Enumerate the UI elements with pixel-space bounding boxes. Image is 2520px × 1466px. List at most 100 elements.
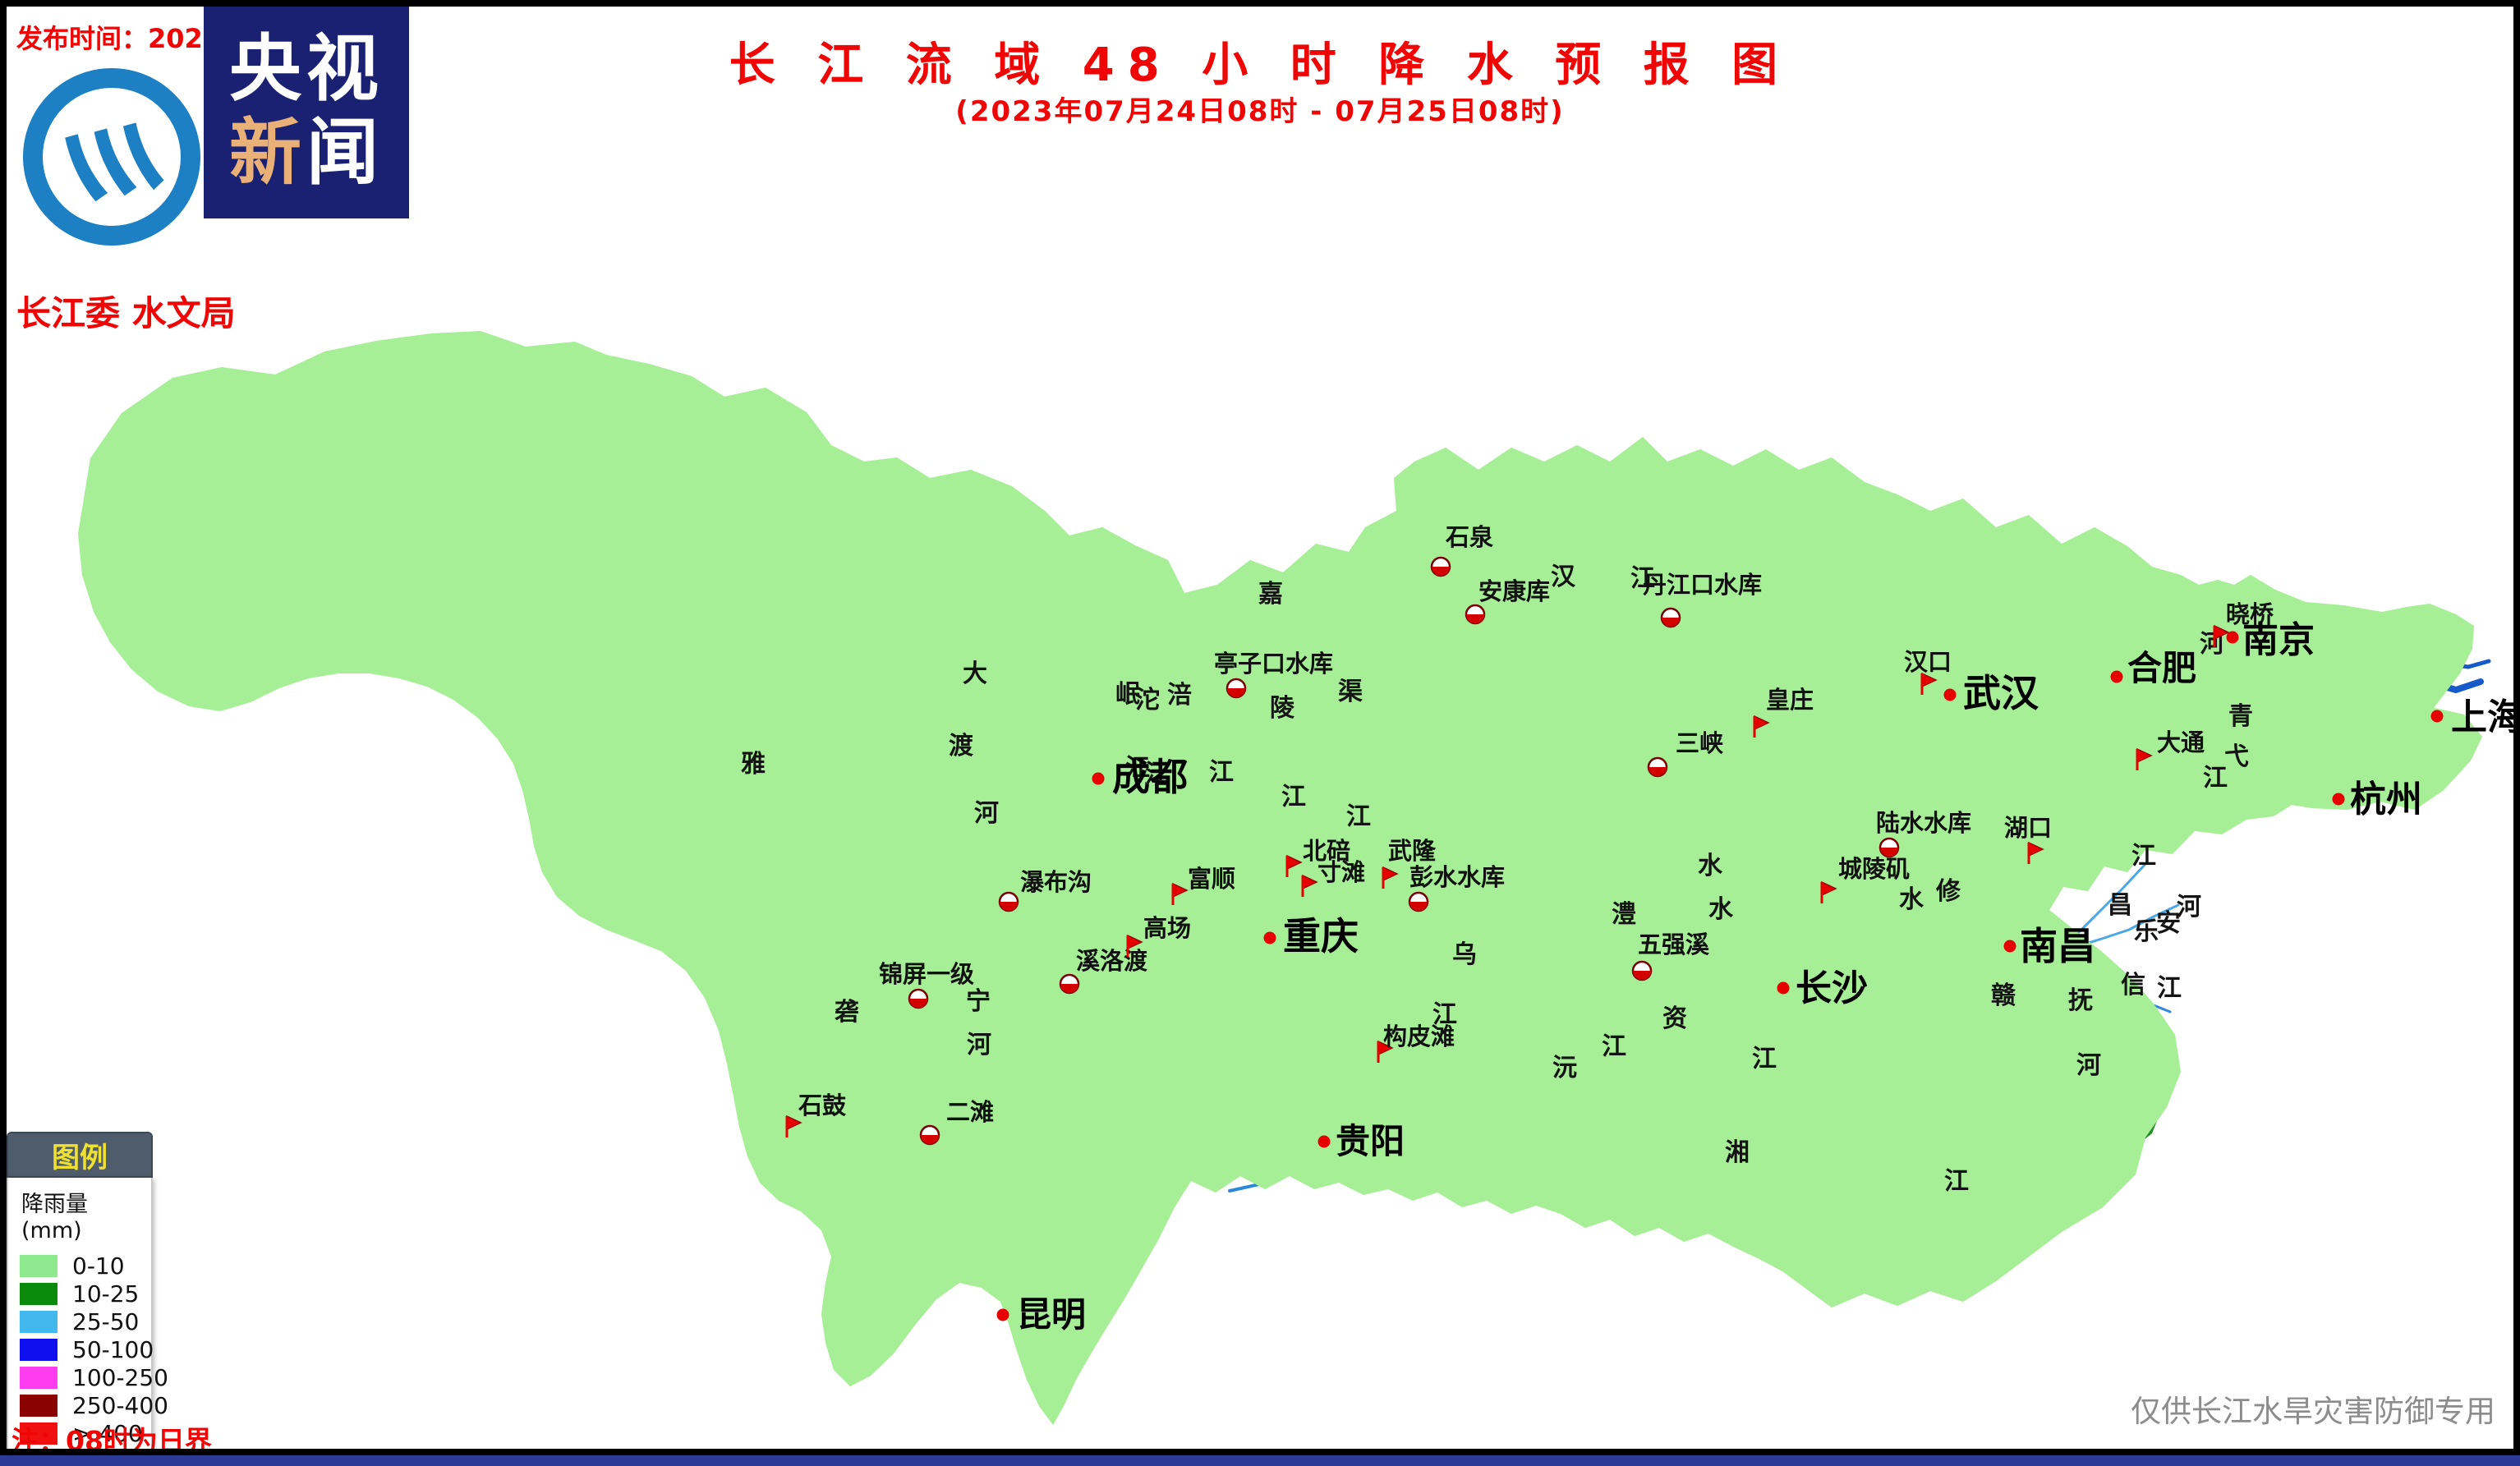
city-贵阳: 贵阳 <box>1317 1121 1405 1161</box>
station-flag-pole <box>1171 884 1175 905</box>
river-label: 湘 <box>1725 1138 1750 1167</box>
legend-swatch <box>20 1254 57 1277</box>
station-label: 富顺 <box>1188 865 1235 893</box>
river-label: 弋 <box>2224 742 2249 771</box>
river-label: 江 <box>1944 1167 1969 1196</box>
city-长沙: 长沙 <box>1777 967 1868 1009</box>
station-安康库: 安康库 <box>1465 577 1550 625</box>
legend-label: 25-50 <box>72 1307 140 1335</box>
river-label: 渠 <box>1338 678 1363 706</box>
legend-swatch <box>20 1310 57 1333</box>
city-label: 杭州 <box>2350 779 2422 820</box>
reservoir-icon-bottom <box>921 1135 939 1144</box>
station-大通: 大通 <box>2136 728 2205 770</box>
river-label: 河 <box>974 799 999 828</box>
river-label: 澧 <box>1612 900 1636 929</box>
station-label: 皇庄 <box>1766 686 1814 714</box>
station-label: 武隆 <box>1388 837 1437 865</box>
station-label: 构皮滩 <box>1383 1023 1455 1050</box>
legend-header: 图例 <box>7 1132 153 1178</box>
river-label: 乌 <box>1452 940 1477 969</box>
station-石鼓: 石鼓 <box>785 1091 847 1137</box>
frame-top <box>0 0 2520 7</box>
bottom-blue-bar <box>0 1455 2520 1466</box>
station-晓桥: 晓桥 <box>2213 600 2274 647</box>
city-label: 昆明 <box>1017 1294 1086 1335</box>
city-dot-icon <box>2110 670 2123 683</box>
river-label: 河 <box>2076 1051 2101 1080</box>
station-flag-pole <box>1382 867 1385 889</box>
river-label: 赣 <box>1991 981 2016 1010</box>
city-dot-icon <box>2332 793 2345 806</box>
cctv-news-logo: 央视 新闻 <box>204 2 409 218</box>
cctv-logo-line1: 央视 <box>228 26 384 112</box>
agency-name: 长江委 水文局 <box>16 293 236 333</box>
legend-row-25-50: 25-50 <box>13 1307 146 1335</box>
station-彭水水库: 彭水水库 <box>1408 863 1505 912</box>
river-label: 江 <box>2131 842 2156 871</box>
legend-row-100-250: 100-250 <box>13 1363 168 1391</box>
river-label: 陵 <box>1270 694 1295 723</box>
station-二滩: 二滩 <box>919 1098 994 1146</box>
reservoir-icon-bottom <box>1000 902 1018 911</box>
station-flag-pole <box>2213 626 2216 647</box>
river-label: 大 <box>963 659 987 688</box>
legend-row-250-400: 250-400 <box>13 1391 168 1419</box>
river-label: 信 <box>2121 971 2145 1000</box>
legend-body: 降雨量(mm) 0-10 10-25 25-50 50-100 100-250 250-4… <box>7 1178 168 1457</box>
station-三峡: 三峡 <box>1647 729 1723 778</box>
station-flag-pole <box>785 1116 789 1137</box>
station-label: 大通 <box>2157 728 2205 756</box>
station-瀑布沟: 瀑布沟 <box>998 868 1092 912</box>
page-title: 长 江 流 域 48 小 时 降 水 预 报 图 <box>729 39 1791 92</box>
river-label: 江 <box>1125 754 1150 783</box>
legend-row-0-10: 0-10 <box>13 1252 146 1280</box>
river-label: 江 <box>1281 783 1306 811</box>
station-溪洛渡: 溪洛渡 <box>1059 947 1148 995</box>
station-flag-pole <box>1753 716 1756 738</box>
reservoir-icon-bottom <box>1227 688 1245 697</box>
station-label: 城陵矶 <box>1838 855 1910 883</box>
river-label: 江 <box>1209 758 1234 787</box>
forecast-period: (2023年07月24日08时 - 07月25日08时) <box>955 95 1565 128</box>
station-flag-pole <box>2027 843 2030 864</box>
city-重庆: 重庆 <box>1263 914 1359 958</box>
river-label: 资 <box>1662 1004 1687 1033</box>
river-label: 沅 <box>1552 1054 1577 1082</box>
station-高场: 高场 <box>1126 914 1191 957</box>
station-label: 五强溪 <box>1638 931 1710 958</box>
river-label: 江 <box>1346 802 1371 831</box>
legend-label: 100-250 <box>72 1363 168 1391</box>
river-label: 抚 <box>2068 986 2093 1015</box>
station-label: 晓桥 <box>2226 600 2274 628</box>
legend-label: 50-100 <box>72 1335 154 1363</box>
station-label: 瀑布沟 <box>1020 868 1092 896</box>
city-昆明: 昆明 <box>996 1294 1086 1335</box>
city-label: 重庆 <box>1283 914 1359 958</box>
legend-swatch <box>20 1338 57 1361</box>
river-label: 江 <box>2203 764 2228 793</box>
legend-unit-label: 降雨量(mm) <box>21 1192 88 1243</box>
disclaimer-text: 仅供长江水旱灾害防御专用 <box>2131 1394 2495 1429</box>
station-亭子口水库: 亭子口水库 <box>1214 650 1333 699</box>
river-label: 江 <box>1752 1045 1777 1073</box>
reservoir-icon-bottom <box>1432 567 1450 576</box>
river-label: 河 <box>2177 893 2201 921</box>
city-dot-icon <box>1092 772 1105 785</box>
city-dot-icon <box>1263 931 1276 944</box>
river-label: 雅 <box>741 750 766 779</box>
city-label: 成都 <box>1112 755 1188 799</box>
city-label: 贵阳 <box>1336 1121 1405 1161</box>
station-label: 北碚 <box>1303 837 1350 865</box>
bottom-black-bar <box>0 1449 2520 1455</box>
river-label: 嘉 <box>1258 580 1283 609</box>
station-label: 湖口 <box>2004 814 2052 842</box>
legend-row-50-100: 50-100 <box>13 1335 154 1363</box>
river-label: 江 <box>1145 760 1170 788</box>
river-label: 江 <box>1432 1000 1457 1029</box>
river-label: 宁 <box>966 987 991 1016</box>
legend-rows: 0-10 10-25 25-50 50-100 100-250 250-400 > 400 <box>13 1252 168 1447</box>
